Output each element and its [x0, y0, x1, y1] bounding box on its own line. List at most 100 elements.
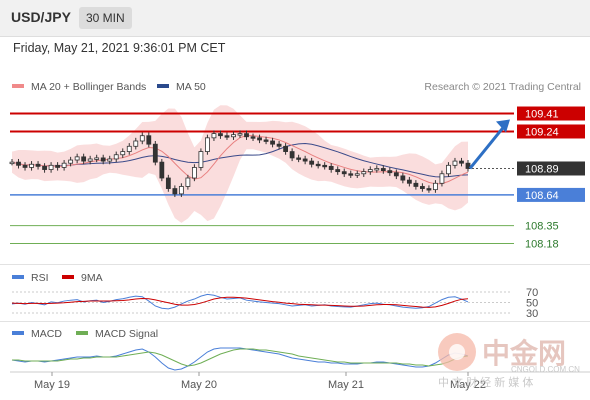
support-label: 108.35: [525, 221, 559, 233]
forecast-arrow-head: [496, 119, 510, 133]
candle: [159, 161, 165, 179]
macd-signal-line: [12, 348, 469, 367]
candle: [16, 161, 21, 166]
candle: [61, 162, 67, 168]
candle: [302, 158, 308, 162]
resistance-label: 109.41: [525, 109, 559, 121]
candle: [283, 145, 289, 152]
candle: [367, 169, 373, 173]
candle: [42, 165, 47, 170]
rsi-legend-label: 9MA: [81, 272, 103, 284]
macd-legend-swatch: [12, 331, 24, 335]
watermark-url: CNGOLD.COM.CN: [511, 365, 580, 374]
candle: [224, 135, 230, 138]
candle: [74, 156, 80, 161]
candle: [276, 143, 282, 147]
candle: [328, 165, 334, 170]
candle: [191, 167, 197, 179]
macd-legend-label: MACD: [31, 328, 62, 340]
timeframe-button[interactable]: 30 MIN: [79, 7, 132, 29]
candle: [361, 171, 367, 175]
symbol-label: USD/JPY: [11, 9, 71, 25]
candle: [335, 169, 341, 173]
candle: [100, 157, 106, 162]
candle: [211, 133, 217, 139]
candle: [289, 151, 295, 159]
candle: [446, 164, 451, 175]
candle: [465, 162, 471, 169]
candle: [387, 170, 393, 174]
candle: [452, 160, 458, 166]
last-price-label: 108.89: [525, 163, 559, 175]
candle: [120, 151, 126, 156]
rsi-legend-swatch: [12, 275, 24, 279]
rsi-legend-swatch: [62, 275, 74, 279]
candle: [400, 175, 406, 181]
resistance-label: 109.24: [525, 126, 559, 138]
watermark-sub: 中 文 财 经 新 媒 体: [438, 375, 533, 389]
candle: [315, 163, 321, 167]
candle: [348, 173, 354, 176]
candle: [218, 133, 223, 137]
candle: [22, 164, 28, 168]
candle: [231, 134, 236, 138]
candle: [393, 172, 399, 177]
pivot-tag: [517, 187, 585, 202]
candle: [257, 137, 262, 141]
candle: [341, 171, 347, 175]
candle: [270, 140, 275, 145]
candle: [198, 151, 204, 168]
x-tick-label: May 21: [328, 379, 364, 391]
candle: [263, 139, 269, 142]
legend-label: MA 20 + Bollinger Bands: [31, 81, 146, 93]
candle: [126, 145, 132, 152]
x-tick-label: May 19: [34, 379, 70, 391]
candle: [406, 179, 412, 184]
candle: [113, 154, 119, 160]
resistance-tag: [517, 106, 585, 121]
chart-datetime: Friday, May 21, 2021 9:36:01 PM CET: [13, 41, 226, 55]
rsi-tick-label: 30: [526, 308, 538, 320]
last-price-tag: [517, 161, 585, 176]
candle: [433, 182, 438, 191]
rsi-tick-label: 50: [526, 298, 538, 310]
legend-swatch: [157, 84, 169, 88]
watermark-brand: 中金网: [482, 337, 566, 369]
ma50-line: [11, 142, 469, 178]
candle: [55, 164, 60, 168]
candle: [35, 163, 41, 167]
candle: [374, 168, 380, 171]
candle: [205, 137, 210, 152]
candle: [29, 163, 34, 168]
panel-divider: [0, 264, 590, 265]
candle: [354, 173, 360, 176]
candle: [165, 177, 171, 189]
candle: [146, 135, 152, 145]
candle: [139, 135, 145, 142]
candle: [322, 164, 328, 168]
rsi-legend-label: RSI: [31, 272, 49, 284]
macd-legend-label: MACD Signal: [95, 328, 158, 340]
candle: [296, 157, 302, 160]
candle: [426, 188, 432, 191]
candle: [68, 159, 74, 164]
support-label: 108.18: [525, 239, 559, 251]
rsi-ma-line: [11, 296, 469, 308]
pivot-label: 108.64: [525, 190, 559, 202]
candle: [152, 143, 158, 163]
candle: [133, 140, 139, 147]
legend-swatch: [12, 84, 24, 88]
candle: [172, 188, 178, 195]
candle: [459, 160, 464, 164]
legend-label: MA 50: [176, 81, 206, 93]
forecast-arrow: [468, 125, 506, 170]
panel-divider: [0, 321, 590, 322]
candle: [237, 133, 243, 136]
candle: [185, 177, 191, 187]
x-tick-label: May 22: [450, 379, 486, 391]
watermark-logo-inner: [449, 344, 465, 360]
macd-legend-swatch: [76, 331, 88, 335]
candle: [244, 133, 249, 138]
candle: [9, 161, 15, 165]
